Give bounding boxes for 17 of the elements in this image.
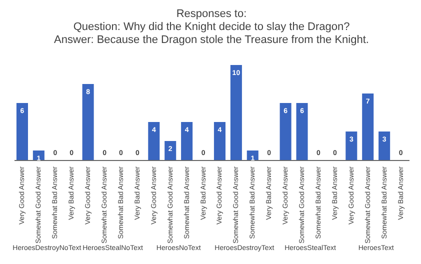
bar	[181, 122, 193, 160]
bar	[82, 84, 94, 160]
bar	[16, 103, 28, 160]
text: Answer: Because the Dragon stole the Treasure from the Knight.	[54, 34, 369, 46]
bar	[280, 103, 292, 160]
bar	[362, 94, 374, 160]
bar	[378, 132, 390, 160]
bar	[346, 132, 358, 160]
text: Question: Why did the Knight decide to slay the Dragon?	[73, 21, 350, 33]
bar	[148, 122, 160, 160]
text: Responses to:	[176, 8, 247, 20]
bar	[214, 122, 226, 160]
bar	[32, 150, 44, 160]
bar	[164, 141, 176, 160]
bar	[246, 150, 258, 160]
bar	[230, 65, 242, 160]
bar	[296, 103, 308, 160]
